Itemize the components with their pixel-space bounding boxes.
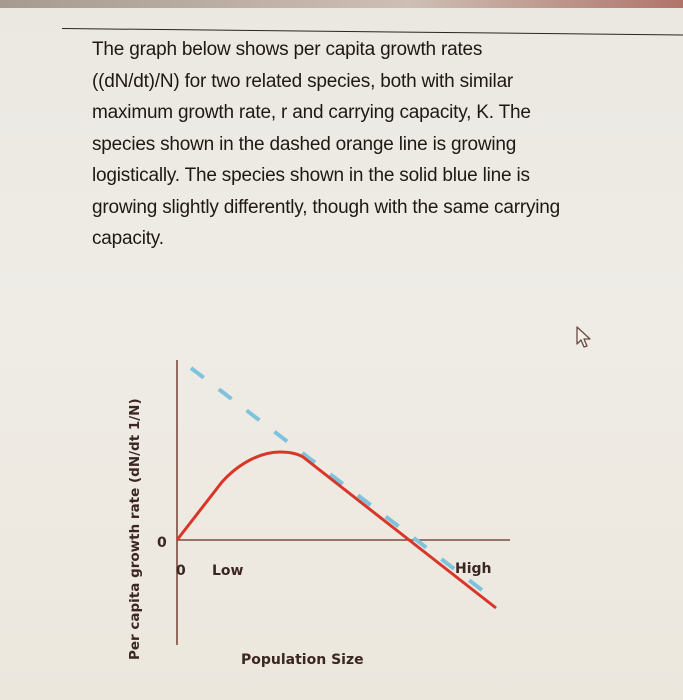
mouse-pointer-icon	[576, 326, 591, 348]
question-line-7: capacity.	[92, 228, 164, 249]
y-tick-zero: 0	[157, 535, 167, 551]
question-line-3: maximum growth rate, r and carrying capa…	[92, 102, 531, 123]
question-line-5: logistically. The species shown in the s…	[92, 165, 530, 186]
dashed-series-line	[189, 366, 497, 602]
y-axis-label: Per capita growth rate (dN/dt 1/N)	[127, 398, 143, 660]
x-tick-zero: 0	[176, 563, 186, 579]
solid-series-line	[175, 450, 497, 610]
question-text: The graph below shows per capita growth …	[92, 34, 672, 255]
question-line-2: ((dN/dt)/N) for two related species, bot…	[92, 70, 514, 92]
x-tick-high: High	[455, 561, 492, 577]
x-axis-label: Population Size	[241, 652, 364, 668]
question-page	[0, 8, 683, 700]
x-tick-low: Low	[212, 563, 244, 579]
question-line-1: The graph below shows per capita growth …	[92, 39, 483, 60]
top-edge-band	[0, 0, 683, 8]
question-line-6: growing slightly differently, though wit…	[92, 196, 561, 218]
question-line-4: species shown in the dashed orange line …	[92, 133, 517, 155]
